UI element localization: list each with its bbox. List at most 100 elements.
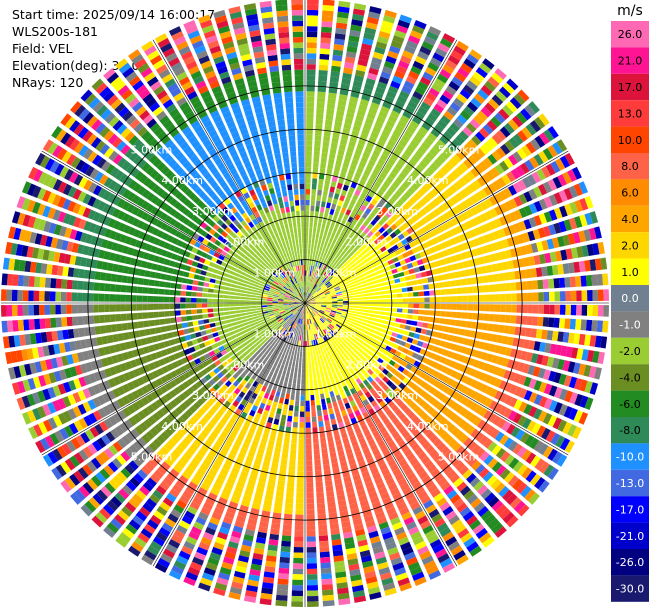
range-gate [430, 108, 441, 118]
range-gate [348, 223, 355, 230]
range-gate [551, 237, 560, 249]
range-gate [367, 230, 374, 238]
range-gate [381, 129, 391, 138]
range-gate [370, 102, 380, 110]
range-gate [434, 289, 441, 296]
range-gate [519, 269, 527, 279]
range-gate [588, 365, 597, 379]
range-gate [306, 557, 317, 564]
range-gate [337, 322, 343, 327]
range-gate [324, 207, 330, 214]
range-gate [332, 272, 338, 278]
range-gate [307, 9, 319, 16]
range-gate [267, 306, 273, 309]
range-gate [285, 359, 290, 366]
range-gate [282, 524, 292, 531]
range-gate [554, 291, 561, 302]
range-gate [319, 309, 325, 313]
range-gate [452, 245, 460, 254]
range-gate [367, 11, 381, 20]
range-gate [336, 308, 343, 311]
range-gate [369, 259, 376, 265]
range-gate [330, 181, 337, 188]
range-gate [329, 208, 335, 216]
range-gate [299, 335, 302, 341]
range-gate [327, 435, 334, 443]
range-gate [488, 284, 495, 293]
range-gate [441, 201, 451, 211]
range-gate [461, 174, 472, 184]
range-gate [317, 189, 323, 196]
range-gate [424, 66, 437, 77]
range-gate [310, 301, 316, 303]
range-gate [387, 352, 394, 359]
range-gate [305, 178, 311, 184]
range-gate [315, 366, 320, 373]
range-gate [475, 148, 486, 159]
range-gate [306, 134, 313, 141]
range-gate [310, 301, 316, 303]
range-gate [334, 314, 341, 319]
range-gate [323, 212, 329, 219]
range-gate [308, 287, 311, 293]
range-gate [326, 242, 332, 249]
range-gate [316, 102, 325, 109]
range-gate [313, 292, 319, 297]
range-gate [456, 93, 468, 104]
range-gate [332, 170, 340, 177]
range-gate [319, 546, 330, 553]
range-gate [305, 411, 311, 417]
range-gate [246, 314, 253, 319]
range-gate [375, 299, 381, 303]
range-gate [423, 365, 431, 373]
range-gate [461, 312, 468, 319]
range-gate [348, 35, 360, 43]
range-gate [312, 227, 317, 234]
range-gate [517, 362, 525, 372]
range-gate [559, 205, 568, 218]
range-gate [541, 240, 549, 251]
range-gate [327, 196, 333, 204]
range-gate [378, 110, 388, 119]
range-gate [305, 172, 311, 179]
range-gate [418, 265, 426, 272]
range-gate [363, 122, 372, 131]
range-gate [402, 251, 409, 259]
range-gate [496, 240, 504, 250]
range-gate [336, 154, 344, 162]
range-gate [384, 95, 395, 105]
range-gate [335, 289, 342, 293]
range-gate [359, 224, 366, 231]
range-gate [312, 271, 315, 278]
range-gate [384, 266, 391, 272]
range-gate [340, 287, 347, 292]
range-gate [203, 318, 210, 324]
range-gate [490, 167, 500, 178]
range-gate [337, 6, 350, 14]
range-gate [287, 415, 293, 422]
range-gate [400, 282, 407, 288]
range-gate [335, 277, 342, 283]
range-gate [303, 335, 305, 341]
range-gate [402, 298, 409, 303]
range-gate [349, 29, 361, 38]
range-gate [294, 350, 298, 357]
range-gate [314, 272, 319, 279]
range-gate [379, 332, 386, 338]
range-gate [416, 259, 424, 266]
range-gate [372, 168, 381, 176]
range-gate [336, 309, 343, 313]
range-gate [331, 294, 337, 298]
range-gate [429, 57, 442, 67]
range-gate [320, 32, 332, 39]
range-gate [297, 378, 301, 385]
range-gate [323, 370, 328, 377]
range-gate [439, 356, 447, 364]
range-gate [321, 300, 327, 303]
range-gate [341, 133, 349, 141]
range-gate [418, 160, 428, 170]
range-gate [368, 285, 374, 290]
range-gate [378, 253, 385, 260]
range-gate [569, 276, 576, 288]
range-gate [354, 279, 361, 284]
